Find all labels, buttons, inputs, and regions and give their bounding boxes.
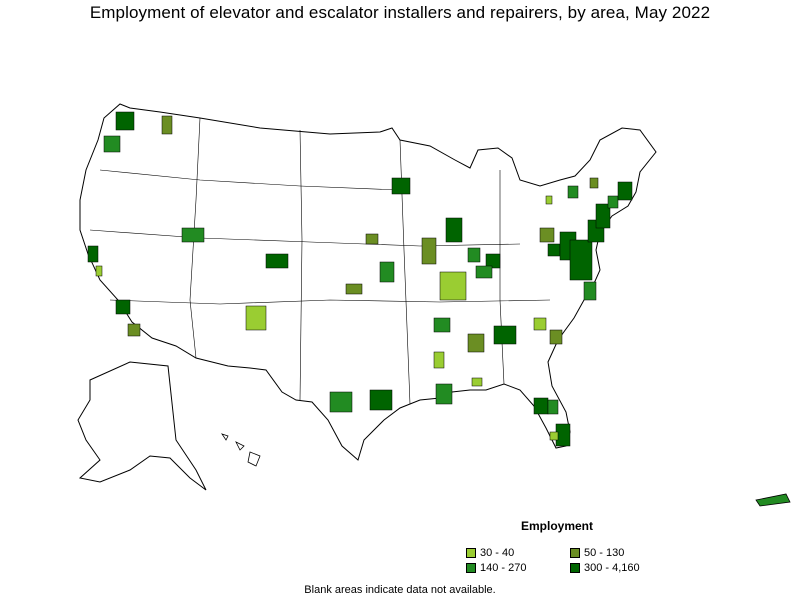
puerto-rico bbox=[755, 493, 791, 507]
employment-areas bbox=[87, 111, 633, 447]
area-salt-lake bbox=[181, 227, 205, 243]
area-des-moines bbox=[365, 233, 379, 245]
area-columbus bbox=[547, 243, 561, 257]
area-boundaries bbox=[89, 117, 551, 405]
legend-item-30-40: 30 - 40 bbox=[466, 547, 514, 559]
area-orlando bbox=[547, 399, 559, 415]
area-boston bbox=[617, 181, 633, 201]
area-fort-myers bbox=[549, 431, 559, 441]
area-st-louis bbox=[439, 271, 467, 301]
alaska-outline bbox=[77, 361, 207, 491]
area-richmond bbox=[583, 281, 597, 301]
map-title: Employment of elevator and escalator ins… bbox=[89, 3, 711, 22]
area-hartford bbox=[607, 195, 619, 209]
area-new-orleans bbox=[435, 383, 453, 405]
area-nashville bbox=[433, 317, 451, 333]
area-sf-bay bbox=[87, 245, 99, 263]
area-raleigh bbox=[549, 329, 563, 345]
area-peoria bbox=[421, 237, 437, 265]
area-houston bbox=[369, 389, 393, 411]
area-birmingham bbox=[467, 333, 485, 353]
legend-swatch bbox=[570, 563, 580, 573]
area-wichita bbox=[345, 283, 363, 295]
legend-label: 300 - 4,160 bbox=[584, 562, 640, 574]
us-outline bbox=[79, 103, 657, 461]
legend-item-300-4160: 300 - 4,160 bbox=[570, 562, 640, 574]
area-minneapolis bbox=[391, 177, 411, 195]
area-syracuse bbox=[567, 185, 579, 199]
legend-label: 50 - 130 bbox=[584, 547, 625, 559]
area-atlanta bbox=[493, 325, 517, 345]
area-detroit bbox=[539, 227, 555, 243]
footnote: Blank areas indicate data not available. bbox=[304, 584, 496, 596]
area-albuquerque bbox=[245, 305, 267, 331]
area-seattle bbox=[115, 111, 135, 131]
area-cincinnati bbox=[485, 253, 501, 269]
area-dc-baltimore bbox=[569, 239, 593, 281]
legend-swatch bbox=[570, 548, 580, 558]
area-phoenix bbox=[127, 323, 141, 337]
area-indianapolis bbox=[467, 247, 481, 263]
area-kansas-city bbox=[379, 261, 395, 283]
legend-swatch bbox=[466, 548, 476, 558]
area-albany bbox=[589, 177, 599, 189]
area-dallas bbox=[329, 391, 353, 413]
area-buffalo bbox=[545, 195, 553, 205]
hawaii-islands bbox=[221, 433, 261, 467]
legend-swatch bbox=[466, 563, 476, 573]
legend-item-140-270: 140 - 270 bbox=[466, 562, 526, 574]
area-spokane bbox=[161, 115, 173, 135]
area-la bbox=[115, 299, 131, 315]
area-mobile bbox=[471, 377, 483, 387]
legend-label: 140 - 270 bbox=[480, 562, 527, 574]
legend-title: Employment bbox=[521, 519, 594, 533]
area-chicago bbox=[445, 217, 463, 243]
area-louisville bbox=[475, 265, 493, 279]
area-tampa bbox=[533, 397, 549, 415]
area-new-york bbox=[595, 203, 611, 229]
area-portland bbox=[103, 135, 121, 153]
legend-label: 30 - 40 bbox=[480, 547, 515, 559]
legend-item-50-130: 50 - 130 bbox=[570, 547, 624, 559]
area-charlotte bbox=[533, 317, 547, 331]
area-fresno bbox=[95, 265, 103, 277]
area-memphis bbox=[433, 351, 445, 369]
area-denver bbox=[265, 253, 289, 269]
